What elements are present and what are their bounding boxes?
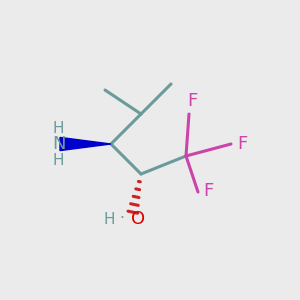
Polygon shape [60,137,111,151]
Text: H: H [53,153,64,168]
Text: H: H [104,212,115,226]
Text: H: H [53,122,64,136]
Text: F: F [187,92,197,110]
Text: N: N [52,135,65,153]
Text: ·: · [119,212,124,226]
Text: F: F [203,182,214,200]
Text: F: F [237,135,248,153]
Text: O: O [131,210,145,228]
